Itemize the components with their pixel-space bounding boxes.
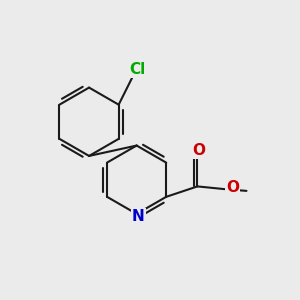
Text: N: N xyxy=(132,209,145,224)
Text: O: O xyxy=(192,143,205,158)
Text: Cl: Cl xyxy=(129,62,146,77)
Text: O: O xyxy=(226,180,239,195)
